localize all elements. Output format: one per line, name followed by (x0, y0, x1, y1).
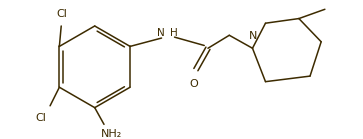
Text: NH₂: NH₂ (101, 129, 122, 139)
Text: N: N (249, 31, 258, 41)
Text: H: H (170, 28, 178, 38)
Text: O: O (189, 79, 199, 89)
Text: N: N (156, 28, 164, 38)
Text: Cl: Cl (35, 113, 46, 123)
Text: Cl: Cl (57, 9, 68, 19)
